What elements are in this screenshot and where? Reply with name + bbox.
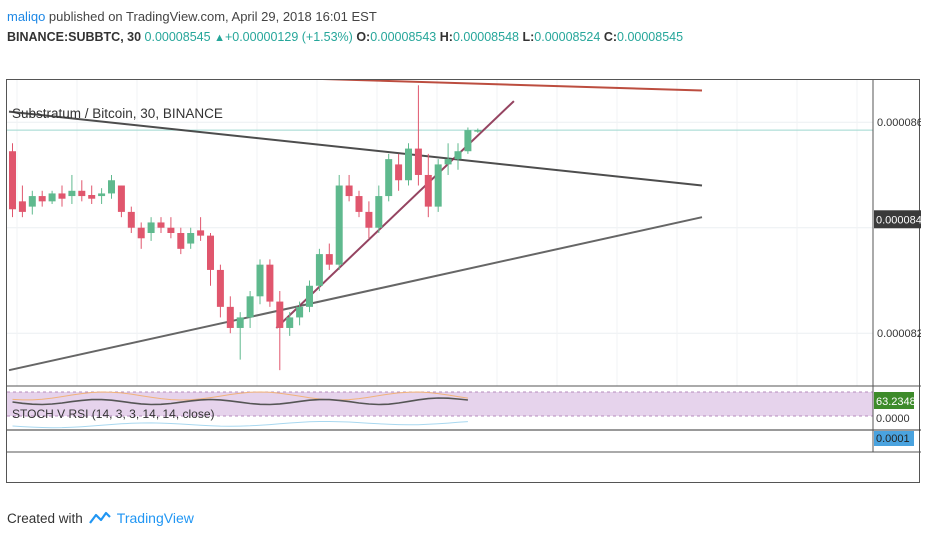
y-tick-label: 0.00008200 bbox=[877, 328, 921, 340]
candle-body bbox=[355, 196, 363, 212]
candle-body bbox=[375, 196, 383, 228]
indicator-zero-label: 0.0000 bbox=[876, 413, 910, 425]
candle-body bbox=[167, 227, 175, 233]
indicator-secondary-badge bbox=[874, 431, 914, 446]
chart-canvas[interactable]: 0.00008600 0.00008200 0.00008416 Substratu… bbox=[7, 80, 921, 484]
tradingview-logo-icon bbox=[88, 511, 111, 524]
indicator-value-label: 63.2348 bbox=[876, 396, 916, 408]
candle-body bbox=[246, 296, 254, 318]
candle-body bbox=[187, 233, 195, 244]
candle-body bbox=[256, 264, 264, 297]
candle-body bbox=[226, 306, 234, 328]
published-line: maliqo published on TradingView.com, Apr… bbox=[7, 9, 377, 24]
candle-body bbox=[444, 159, 452, 165]
stoch-blue-line bbox=[12, 421, 468, 429]
last-price: 0.00008545 bbox=[144, 30, 211, 44]
published-text: published on TradingView.com, April 29, … bbox=[48, 9, 377, 24]
candle-body bbox=[147, 222, 155, 233]
candle-body bbox=[276, 301, 284, 328]
candle-body bbox=[385, 159, 393, 197]
candle-body bbox=[266, 264, 274, 302]
candle-body bbox=[127, 211, 135, 228]
chart-frame[interactable]: 0.00008600 0.00008200 0.00008416 Substratu… bbox=[6, 79, 921, 484]
candle-body bbox=[157, 222, 165, 228]
candle-body bbox=[315, 254, 323, 286]
candle-body bbox=[236, 317, 244, 328]
candle-body bbox=[395, 164, 403, 181]
candle-body bbox=[306, 285, 313, 307]
candle-body bbox=[98, 193, 106, 197]
candle-body bbox=[286, 317, 294, 328]
chart-title: Substratum / Bitcoin, 30, BINANCE bbox=[12, 106, 223, 121]
candle-body bbox=[117, 185, 125, 212]
trendline-black-descending bbox=[8, 110, 703, 187]
high-label: H: bbox=[439, 30, 453, 44]
candle-body bbox=[58, 193, 66, 199]
stoch-k-line bbox=[12, 397, 468, 406]
footer: Created with TradingView bbox=[7, 510, 194, 526]
close-value: 0.00008545 bbox=[617, 30, 684, 44]
candle-body bbox=[18, 201, 26, 212]
quote-line: BINANCE:SUBBTC, 30 0.00008545 ▲+0.000001… bbox=[7, 30, 683, 44]
trendline-maroon-ascending bbox=[275, 100, 515, 329]
candle-body bbox=[424, 174, 432, 207]
open-label: O: bbox=[356, 30, 371, 44]
candle-body bbox=[365, 211, 373, 228]
candle-body bbox=[68, 190, 76, 197]
author-link[interactable]: maliqo bbox=[7, 9, 46, 24]
candle-body bbox=[48, 193, 56, 202]
up-triangle-icon: ▲ bbox=[214, 32, 225, 44]
indicator-value-badge bbox=[874, 392, 914, 409]
candle-body bbox=[108, 180, 115, 194]
candle-body bbox=[207, 235, 214, 270]
high-value: 0.00008548 bbox=[452, 30, 519, 44]
indicator-label: STOCH V RSI (14, 3, 3, 14, 14, close) bbox=[12, 407, 215, 421]
close-label: C: bbox=[603, 30, 618, 44]
candle-body bbox=[454, 151, 462, 160]
candle-body bbox=[177, 233, 185, 249]
candle-body bbox=[88, 195, 96, 199]
tradingview-brand-link[interactable]: TradingView bbox=[116, 510, 194, 526]
candle-body bbox=[474, 130, 482, 132]
open-value: 0.00008543 bbox=[370, 30, 437, 44]
created-with-text: Created with bbox=[7, 510, 83, 526]
candle-body bbox=[137, 227, 145, 239]
trendline-gray-ascending bbox=[8, 216, 703, 372]
stoch-orange-line bbox=[12, 391, 468, 401]
candle-body bbox=[345, 185, 353, 197]
candle-body bbox=[197, 230, 205, 236]
y-tick-label: 0.00008600 bbox=[877, 117, 921, 129]
candle-body bbox=[325, 254, 333, 265]
symbol-label: BINANCE:SUBBTC, 30 bbox=[7, 30, 142, 44]
candle-body bbox=[464, 130, 472, 152]
last-price-label: 0.00008416 bbox=[876, 214, 921, 226]
price-change: +0.00000129 (+1.53%) bbox=[224, 30, 353, 44]
candle-body bbox=[9, 151, 16, 210]
candle-body bbox=[434, 164, 442, 207]
candle-body bbox=[28, 196, 36, 207]
candle-body bbox=[405, 148, 412, 181]
candle-body bbox=[414, 148, 422, 175]
candle-body bbox=[296, 306, 304, 318]
candle-body bbox=[38, 196, 46, 202]
candle-body bbox=[78, 190, 86, 197]
low-label: L: bbox=[522, 30, 535, 44]
candle-body bbox=[216, 269, 224, 307]
trendline-red-upper bbox=[322, 80, 703, 92]
last-price-badge bbox=[874, 210, 921, 229]
candle-body bbox=[335, 185, 343, 265]
indicator-secondary-label: 0.0001 bbox=[876, 433, 910, 445]
low-value: 0.00008524 bbox=[534, 30, 601, 44]
